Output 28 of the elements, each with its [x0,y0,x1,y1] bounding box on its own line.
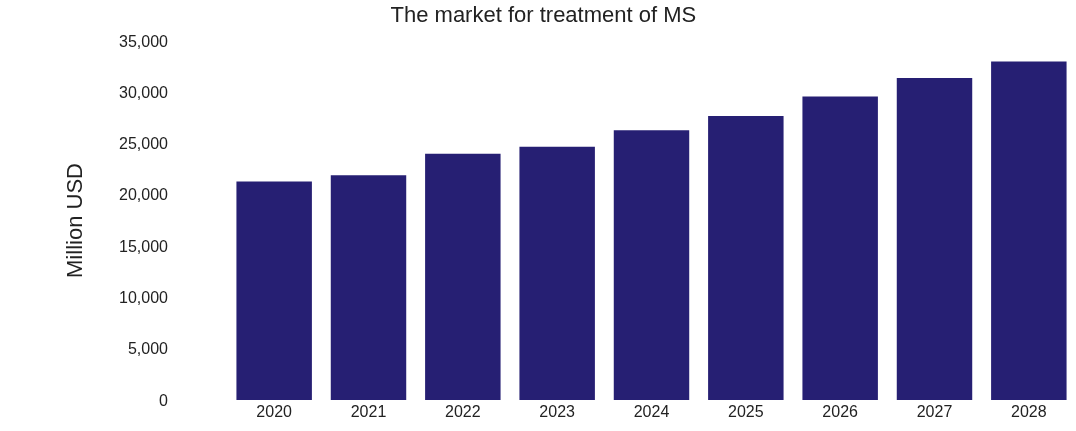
y-axis-title: Million USD [61,163,87,278]
y-tick-label: 30,000 [119,83,169,101]
y-tick-label: 15,000 [119,237,169,255]
x-tick-label: 2028 [1011,403,1047,420]
x-tick-label: 2021 [350,403,387,420]
y-tick-label: 20,000 [119,186,169,204]
bar [802,96,878,400]
y-tick-label: 5,000 [127,340,169,358]
y-tick-label: 0 [159,391,169,409]
bar [519,146,595,400]
bar [236,181,312,400]
y-tick-label: 10,000 [119,289,169,307]
y-tick-label: 25,000 [119,135,169,153]
bar [613,130,690,400]
y-tick-label: 35,000 [119,32,169,50]
x-tick-label: 2025 [728,403,764,420]
x-tick-label: 2020 [256,403,293,420]
bar [708,115,784,400]
x-tick-label: 2022 [445,403,481,420]
x-tick-label: 2023 [539,403,576,420]
x-tick-label: 2026 [822,403,859,420]
bar [896,77,973,400]
x-tick-label: 2027 [916,403,953,420]
x-tick-label: 2024 [633,403,670,420]
bar [991,61,1067,400]
bar [425,153,501,400]
bar [330,175,407,400]
chart-title: The market for treatment of MS [390,1,697,27]
